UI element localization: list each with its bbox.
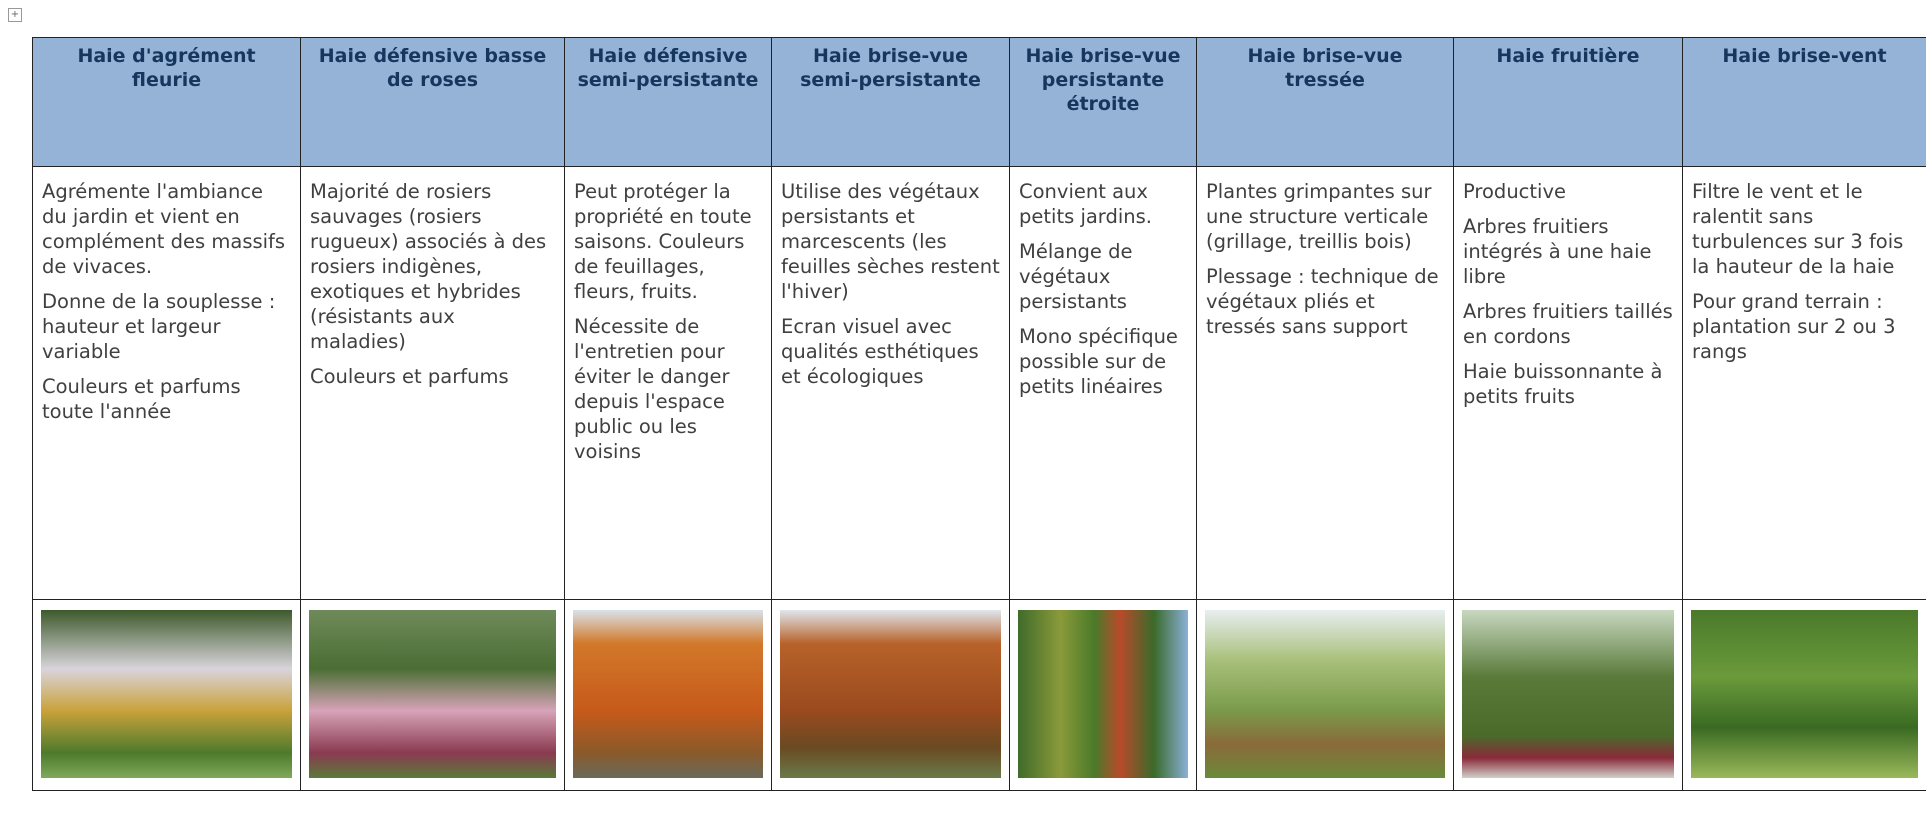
description-cell: Filtre le vent et le ralentit sans turbu… (1682, 166, 1926, 600)
image-cell (771, 599, 1010, 791)
description-cell: Productive Arbres fruitiers intégrés à un… (1453, 166, 1683, 600)
image-cell (32, 599, 301, 791)
description-cell: Convient aux petits jardins. Mélange de v… (1009, 166, 1197, 600)
image-row (32, 599, 1926, 791)
image-cell (300, 599, 565, 791)
description-cell: Majorité de rosiers sauvages (rosiers ru… (300, 166, 565, 600)
description-paragraph: Filtre le vent et le ralentit sans turbu… (1692, 180, 1904, 278)
text-row: Agrémente l'ambiance du jardin et vient … (32, 166, 1926, 600)
hedge-photo (780, 610, 1001, 778)
hedge-table: Haie d'agrément fleurie Haie défensive ba… (32, 37, 1926, 791)
description-paragraph: Plantes grimpantes sur une structure ver… (1206, 180, 1432, 253)
description-cell: Peut protéger la propriété en toute sais… (564, 166, 772, 600)
description-paragraph: Utilise des végétaux persistants et marc… (781, 180, 1000, 303)
description-paragraph: Mono spécifique possible sur de petits l… (1019, 325, 1178, 398)
hedge-photo (41, 610, 292, 778)
image-cell (1196, 599, 1454, 791)
description-paragraph: Agrémente l'ambiance du jardin et vient … (42, 180, 286, 278)
hedge-photo (1018, 610, 1188, 778)
description-cell: Plantes grimpantes sur une structure ver… (1196, 166, 1454, 600)
description-paragraph: Peut protéger la propriété en toute sais… (574, 180, 752, 303)
column-header: Haie d'agrément fleurie (32, 37, 301, 167)
description-cell: Utilise des végétaux persistants et marc… (771, 166, 1010, 600)
image-cell (564, 599, 772, 791)
description-paragraph: Ecran visuel avec qualités esthétiques e… (781, 315, 979, 388)
description-paragraph: Arbres fruitiers intégrés à une haie lib… (1463, 215, 1652, 288)
description-paragraph: Convient aux petits jardins. (1019, 180, 1152, 228)
description-paragraph: Majorité de rosiers sauvages (rosiers ru… (310, 180, 547, 353)
column-header: Haie brise-vue persistante étroite (1009, 37, 1197, 167)
column-header: Haie brise-vue semi-persistante (771, 37, 1010, 167)
image-cell (1682, 599, 1926, 791)
column-header: Haie brise-vue tressée (1196, 37, 1454, 167)
description-paragraph: Donne de la souplesse : hauteur et large… (42, 290, 276, 363)
description-cell: Agrémente l'ambiance du jardin et vient … (32, 166, 301, 600)
description-paragraph: Mélange de végétaux persistants (1019, 240, 1133, 313)
column-header: Haie fruitière (1453, 37, 1683, 167)
hedge-photo (1462, 610, 1674, 778)
column-header: Haie défensive basse de roses (300, 37, 565, 167)
description-paragraph: Nécessite de l'entretien pour éviter le … (574, 315, 730, 463)
hedge-photo (309, 610, 556, 778)
description-paragraph: Haie buissonnante à petits fruits (1463, 360, 1663, 408)
column-header: Haie brise-vent (1682, 37, 1926, 167)
hedge-photo (573, 610, 763, 778)
description-paragraph: Productive (1463, 180, 1566, 203)
image-cell (1453, 599, 1683, 791)
description-paragraph: Plessage : technique de végétaux pliés e… (1206, 265, 1439, 338)
hedge-photo (1691, 610, 1918, 778)
hedge-photo (1205, 610, 1445, 778)
table-move-handle[interactable]: + (8, 8, 22, 22)
description-paragraph: Couleurs et parfums (310, 365, 509, 388)
header-row: Haie d'agrément fleurie Haie défensive ba… (32, 37, 1926, 167)
description-paragraph: Pour grand terrain : plantation sur 2 ou… (1692, 290, 1896, 363)
description-paragraph: Arbres fruitiers taillés en cordons (1463, 300, 1673, 348)
column-header: Haie défensive semi-persistante (564, 37, 772, 167)
description-paragraph: Couleurs et parfums toute l'année (42, 375, 241, 423)
image-cell (1009, 599, 1197, 791)
